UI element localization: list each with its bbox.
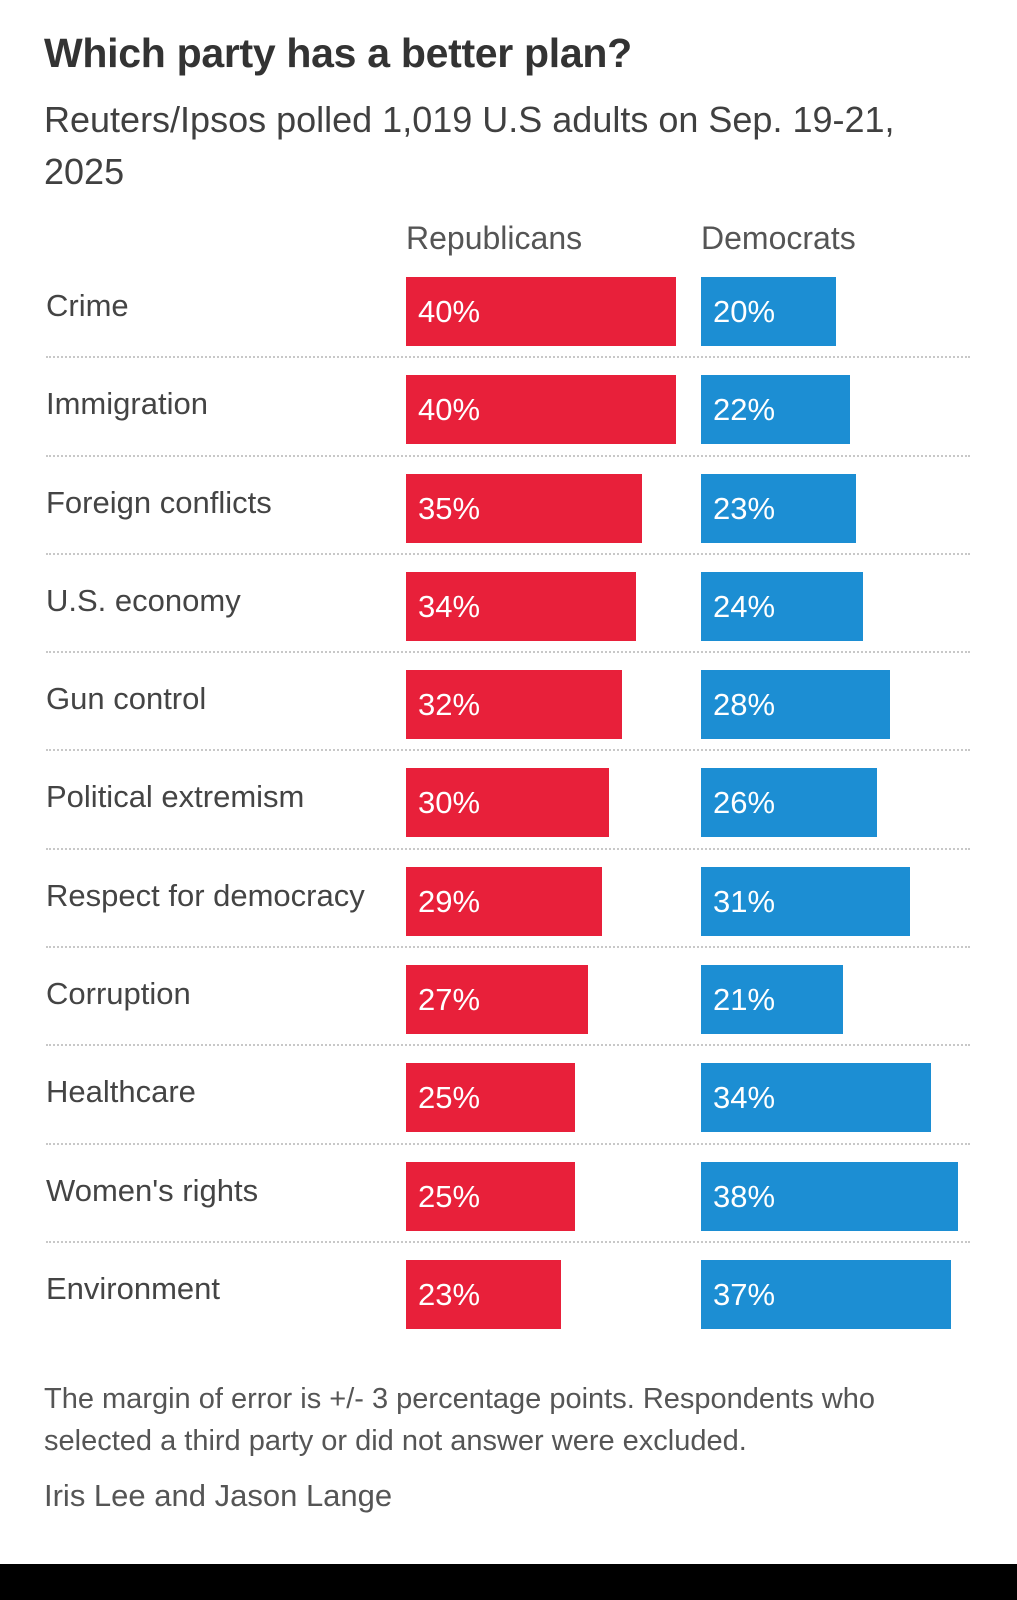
bar-democrats: 24% — [701, 571, 863, 641]
chart-row: Healthcare 25% 34% — [46, 1046, 970, 1145]
bar-value-label: 34% — [418, 588, 481, 624]
bar-value-label: 35% — [418, 490, 481, 526]
bar-value-label: 40% — [418, 294, 481, 329]
bar-republicans: 32% — [406, 670, 622, 740]
bar-value-label: 40% — [418, 392, 481, 428]
chart-credit: Iris Lee and Jason Lange — [44, 1478, 393, 1513]
chart-row: Gun control 32% 28% — [46, 653, 970, 752]
bar-value-label: 34% — [713, 1080, 776, 1116]
bar-democrats: 38% — [701, 1161, 958, 1231]
bar-republicans: 40% — [406, 277, 676, 346]
category-label: Respect for democracy — [46, 877, 365, 913]
category-label: Gun control — [46, 681, 207, 717]
column-header-democrats: Democrats — [701, 220, 856, 256]
bar-republicans: 27% — [406, 965, 589, 1035]
bar-republicans: 30% — [406, 768, 609, 838]
bar-value-label: 22% — [713, 392, 776, 428]
bar-democrats: 28% — [701, 670, 890, 740]
bar-republicans: 34% — [406, 571, 636, 641]
chart-title: Which party has a better plan? — [44, 30, 632, 76]
bar-republicans: 29% — [406, 866, 602, 936]
chart-subtitle: Reuters/Ipsos polled 1,019 U.S adults on… — [44, 99, 895, 192]
bar-value-label: 38% — [713, 1178, 776, 1214]
bar-value-label: 27% — [418, 982, 481, 1018]
bar-democrats: 26% — [701, 768, 877, 838]
bar-republicans: 35% — [406, 473, 643, 543]
chart-row: Political extremism 30% 26% — [46, 751, 970, 850]
bar-value-label: 32% — [418, 687, 481, 723]
category-label: Political extremism — [46, 779, 305, 815]
screen-bottom-bar — [0, 1564, 1017, 1600]
chart-row: Respect for democracy 29% 31% — [46, 850, 970, 949]
chart-row: Crime 40% 20% — [46, 260, 970, 359]
chart-row: U.S. economy 34% 24% — [46, 555, 970, 654]
chart-rows: Crime 40% 20% Immigration 40% 22% Foreign conf… — [46, 260, 970, 1341]
bar-republicans: 40% — [406, 375, 676, 445]
chart-row: Foreign conflicts 35% 23% — [46, 457, 970, 555]
chart-row: Immigration 40% 22% — [46, 358, 970, 457]
column-header-republicans: Republicans — [406, 220, 583, 256]
category-label: Women's rights — [46, 1172, 259, 1208]
bar-republicans: 23% — [406, 1259, 562, 1329]
bar-democrats: 20% — [701, 277, 836, 346]
bar-value-label: 37% — [713, 1276, 776, 1312]
bar-value-label: 28% — [713, 687, 776, 723]
bar-democrats: 22% — [701, 375, 850, 445]
chart-row: Women's rights 25% 38% — [46, 1145, 970, 1243]
category-label: U.S. economy — [46, 582, 241, 618]
bar-democrats: 21% — [701, 965, 843, 1035]
bar-value-label: 23% — [713, 490, 776, 526]
bar-value-label: 25% — [418, 1080, 481, 1116]
bar-value-label: 31% — [713, 883, 776, 919]
bar-democrats: 37% — [701, 1259, 951, 1329]
bar-democrats: 34% — [701, 1063, 931, 1133]
chart-note: The margin of error is +/- 3 percentage … — [44, 1383, 875, 1457]
category-label: Environment — [46, 1270, 221, 1306]
bar-republicans: 25% — [406, 1063, 575, 1133]
bar-value-label: 24% — [713, 588, 776, 624]
bar-value-label: 25% — [418, 1178, 481, 1214]
category-label: Corruption — [46, 976, 191, 1012]
bar-value-label: 30% — [418, 785, 481, 821]
bar-value-label: 21% — [713, 982, 776, 1018]
bar-value-label: 26% — [713, 785, 776, 821]
category-label: Crime — [46, 288, 129, 323]
chart-row: Environment 23% 37% — [46, 1243, 970, 1341]
category-label: Foreign conflicts — [46, 484, 272, 520]
bar-democrats: 23% — [701, 473, 857, 543]
bar-value-label: 29% — [418, 883, 481, 919]
bar-democrats: 31% — [701, 866, 911, 936]
bar-value-label: 20% — [713, 294, 776, 329]
bar-republicans: 25% — [406, 1161, 575, 1231]
category-label: Healthcare — [46, 1074, 196, 1110]
bar-value-label: 23% — [418, 1276, 481, 1312]
category-label: Immigration — [46, 386, 208, 422]
chart-row: Corruption 27% 21% — [46, 948, 970, 1047]
